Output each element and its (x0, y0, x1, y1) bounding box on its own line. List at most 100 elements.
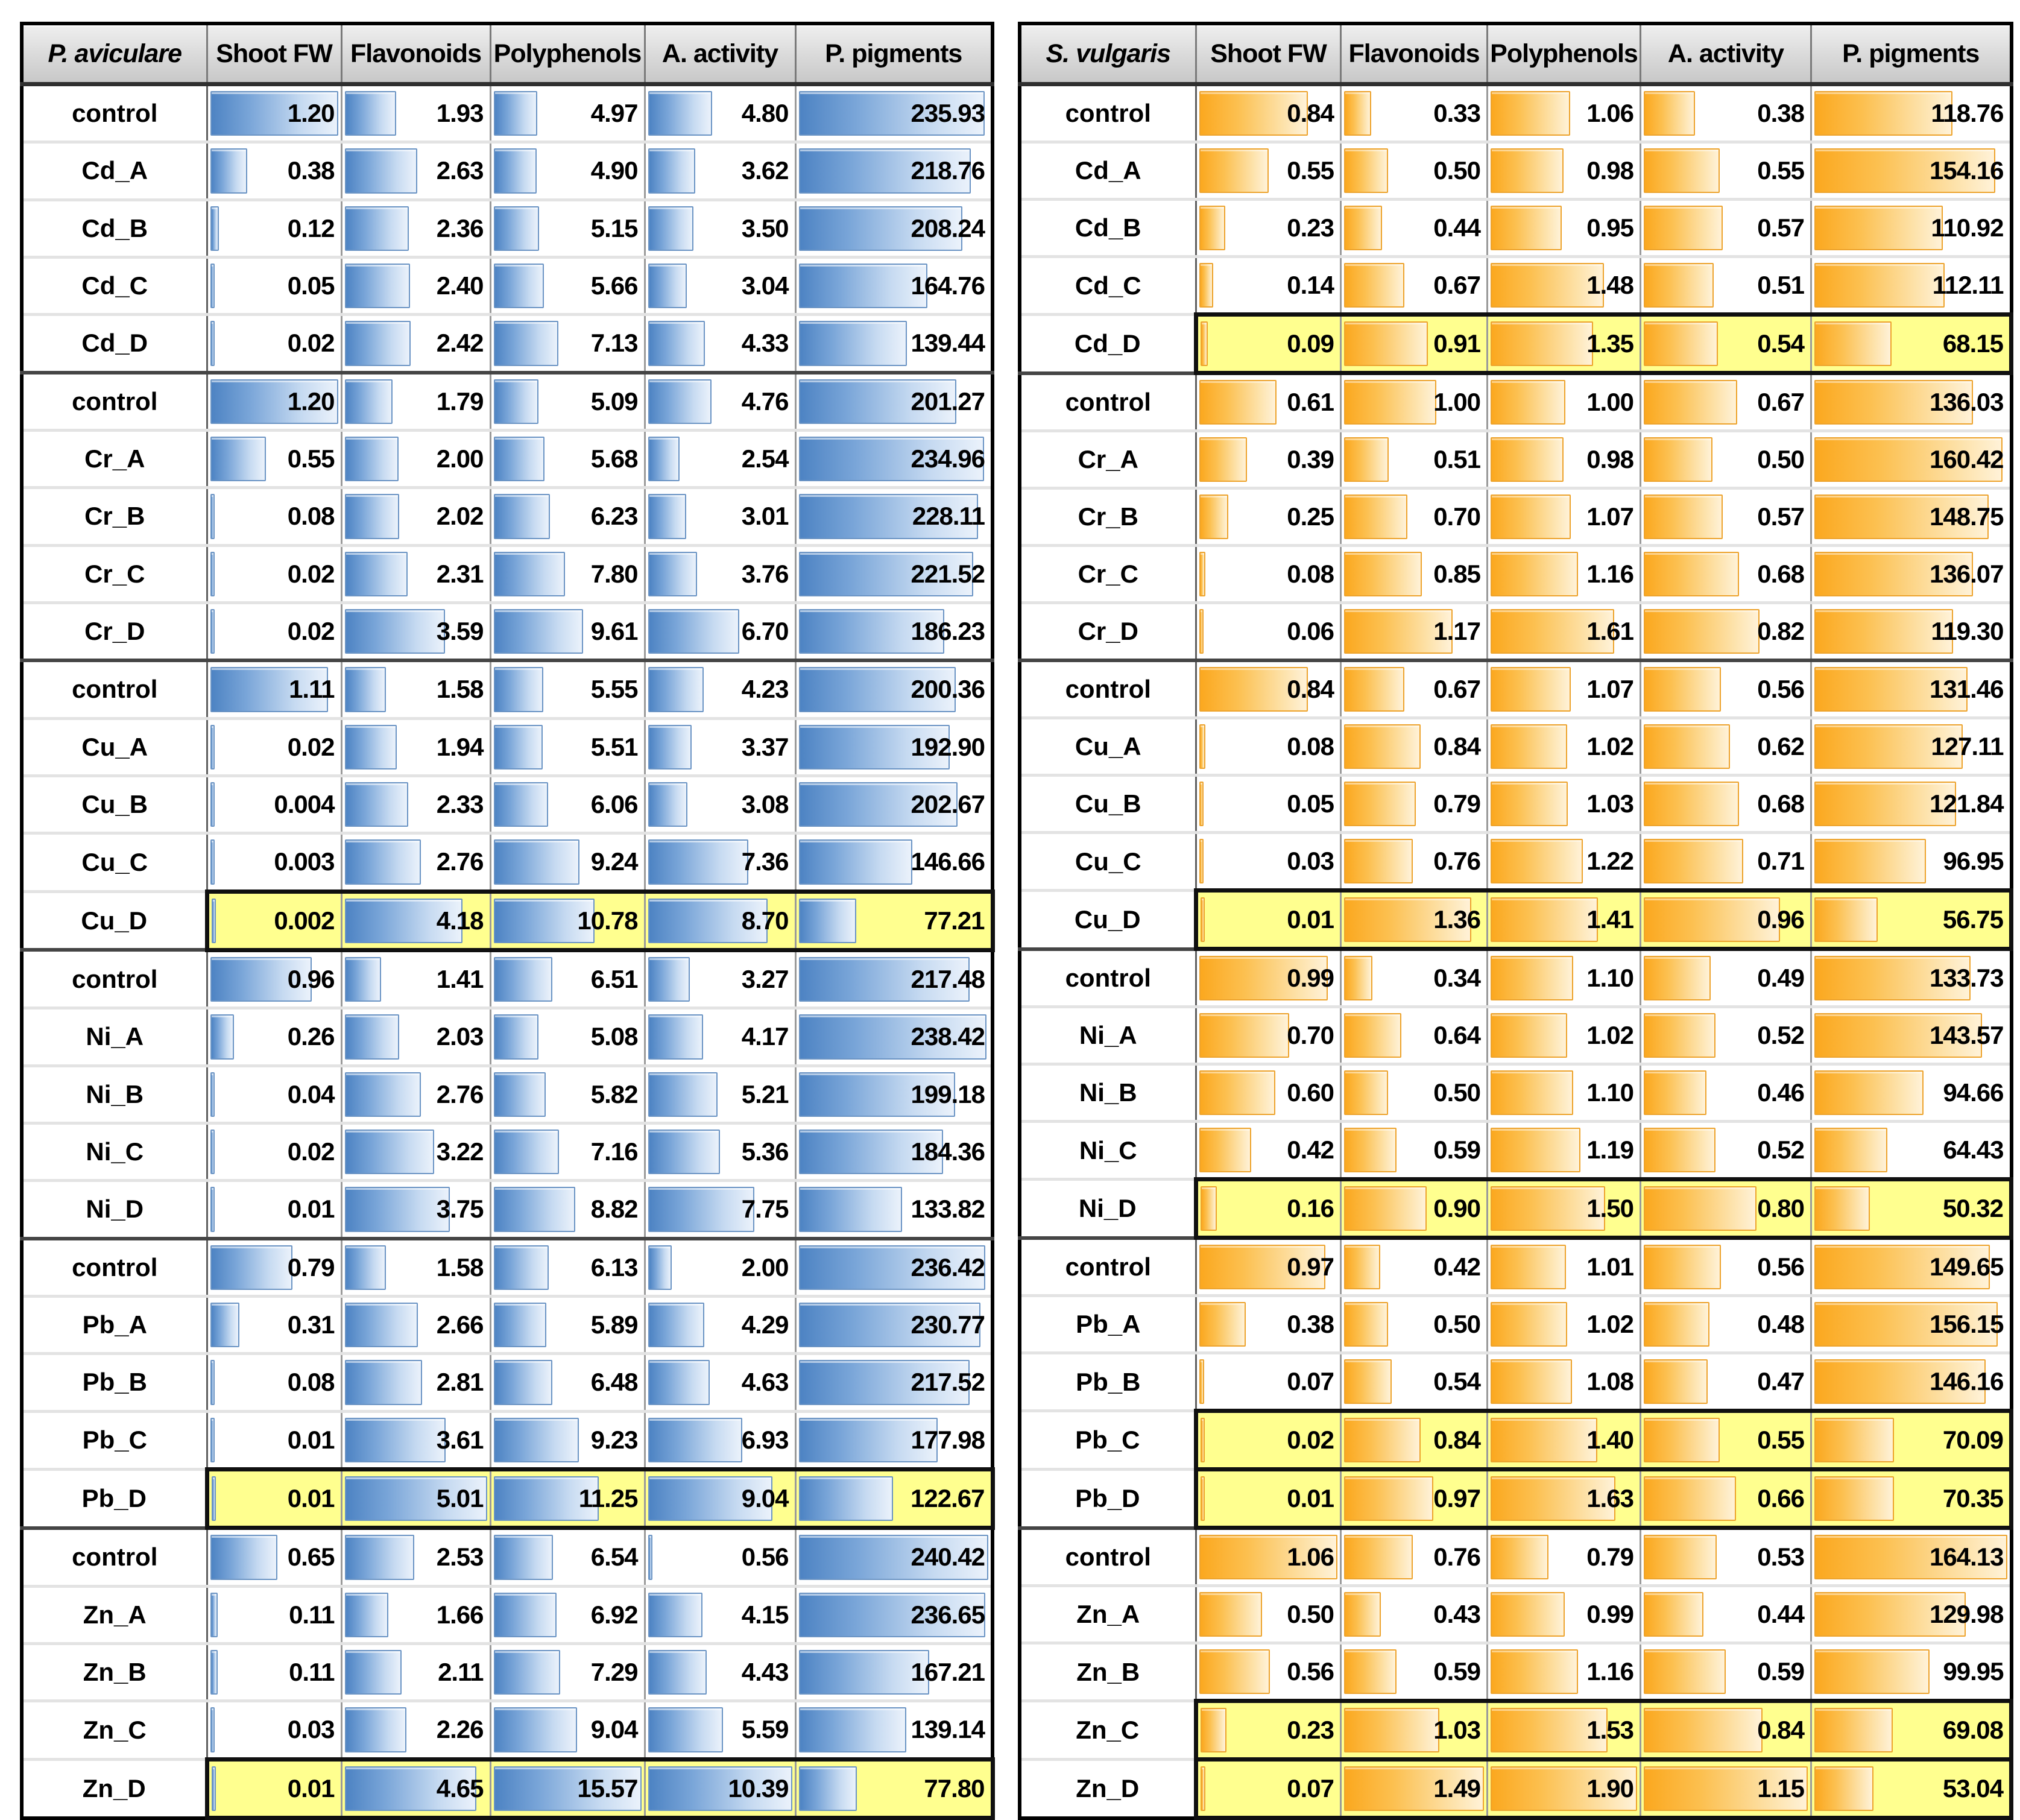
row-label[interactable]: Zn_C (21, 1699, 208, 1761)
data-cell[interactable]: 2.81 (340, 1352, 491, 1413)
data-cell[interactable]: 1.03 (1486, 774, 1641, 834)
data-cell[interactable]: 201.27 (794, 370, 994, 432)
data-cell[interactable]: 1.16 (1486, 1641, 1641, 1702)
data-cell[interactable]: 3.04 (643, 255, 797, 317)
data-cell[interactable]: 0.67 (1640, 371, 1812, 432)
data-cell[interactable]: 0.64 (1340, 1005, 1488, 1066)
data-cell[interactable]: 0.96 (206, 948, 342, 1010)
data-cell[interactable]: 2.00 (340, 428, 491, 490)
row-label[interactable]: Cd_A (1018, 141, 1197, 201)
data-cell[interactable]: 240.42 (794, 1526, 994, 1588)
data-cell[interactable]: 4.17 (643, 1006, 797, 1067)
data-cell[interactable]: 0.07 (1194, 1757, 1342, 1820)
row-label[interactable]: control (1018, 82, 1197, 144)
data-cell[interactable]: 7.80 (489, 543, 646, 604)
data-cell[interactable]: 5.66 (489, 255, 646, 317)
row-label[interactable]: Cr_C (21, 543, 208, 604)
data-cell[interactable]: 53.04 (1810, 1757, 2013, 1820)
data-cell[interactable]: 208.24 (794, 198, 994, 259)
data-cell[interactable]: 5.08 (489, 1006, 646, 1067)
data-cell[interactable]: 164.13 (1810, 1526, 2012, 1587)
data-cell[interactable]: 0.67 (1340, 255, 1488, 316)
data-cell[interactable]: 3.75 (340, 1179, 491, 1240)
data-cell[interactable]: 6.70 (643, 601, 797, 662)
row-label[interactable]: Cu_D (1018, 889, 1197, 950)
data-cell[interactable]: 230.77 (794, 1294, 994, 1356)
data-cell[interactable]: 50.32 (1810, 1177, 2013, 1240)
data-cell[interactable]: 0.01 (1194, 888, 1342, 951)
row-label[interactable]: control (21, 82, 208, 144)
data-cell[interactable]: 7.36 (643, 832, 797, 893)
data-cell[interactable]: 1.07 (1486, 487, 1641, 547)
data-cell[interactable]: 8.82 (489, 1179, 646, 1240)
data-cell[interactable]: 129.98 (1810, 1584, 2012, 1645)
data-cell[interactable]: 0.42 (1340, 1236, 1488, 1297)
data-cell[interactable]: 0.48 (1640, 1294, 1812, 1354)
row-label[interactable]: Ni_C (1018, 1120, 1197, 1181)
data-cell[interactable]: 1.63 (1486, 1467, 1641, 1530)
data-cell[interactable]: 5.01 (340, 1467, 491, 1531)
data-cell[interactable]: 1.20 (206, 82, 342, 144)
data-cell[interactable]: 15.57 (489, 1757, 646, 1820)
data-cell[interactable]: 10.78 (489, 889, 646, 952)
data-cell[interactable]: 77.80 (794, 1757, 995, 1820)
data-cell[interactable]: 6.51 (489, 948, 646, 1010)
data-cell[interactable]: 1.19 (1486, 1120, 1641, 1181)
data-cell[interactable]: 0.56 (1640, 1236, 1812, 1297)
data-cell[interactable]: 0.76 (1340, 831, 1488, 892)
data-cell[interactable]: 0.39 (1195, 429, 1342, 490)
data-cell[interactable]: 228.11 (794, 486, 994, 547)
data-cell[interactable]: 1.00 (1340, 371, 1488, 432)
data-cell[interactable]: 0.53 (1640, 1526, 1812, 1587)
data-cell[interactable]: 70.09 (1810, 1409, 2013, 1471)
data-cell[interactable]: 0.43 (1340, 1584, 1488, 1645)
data-cell[interactable]: 1.36 (1340, 888, 1488, 951)
data-cell[interactable]: 236.42 (794, 1236, 994, 1298)
data-cell[interactable]: 1.58 (340, 1236, 491, 1298)
data-cell[interactable]: 0.38 (206, 141, 342, 201)
data-cell[interactable]: 7.16 (489, 1121, 646, 1183)
data-cell[interactable]: 0.01 (206, 1409, 342, 1471)
data-cell[interactable]: 118.76 (1810, 82, 2012, 144)
data-cell[interactable]: 1.49 (1340, 1757, 1488, 1820)
data-cell[interactable]: 56.75 (1810, 888, 2013, 951)
data-cell[interactable]: 0.06 (1195, 601, 1342, 662)
row-label[interactable]: control (1018, 1236, 1197, 1297)
data-cell[interactable]: 0.65 (206, 1526, 342, 1588)
data-cell[interactable]: 5.09 (489, 370, 646, 432)
row-label[interactable]: Pb_A (1018, 1294, 1197, 1354)
row-label[interactable]: Cr_B (1018, 487, 1197, 547)
data-cell[interactable]: 2.42 (340, 313, 491, 374)
data-cell[interactable]: 0.07 (1195, 1351, 1342, 1412)
data-cell[interactable]: 2.31 (340, 543, 491, 604)
data-cell[interactable]: 1.66 (340, 1584, 491, 1645)
data-cell[interactable]: 0.56 (643, 1526, 797, 1588)
data-cell[interactable]: 0.55 (1195, 141, 1342, 201)
data-cell[interactable]: 0.84 (1195, 659, 1342, 719)
row-label[interactable]: Cr_D (21, 601, 208, 662)
data-cell[interactable]: 136.03 (1810, 371, 2012, 432)
data-cell[interactable]: 184.36 (794, 1121, 994, 1183)
data-cell[interactable]: 2.76 (340, 1064, 491, 1125)
data-cell[interactable]: 1.02 (1486, 716, 1641, 777)
data-cell[interactable]: 154.16 (1810, 141, 2012, 201)
data-cell[interactable]: 160.42 (1810, 429, 2012, 490)
data-cell[interactable]: 0.99 (1486, 1584, 1641, 1645)
data-cell[interactable]: 0.34 (1340, 947, 1488, 1008)
data-cell[interactable]: 1.53 (1486, 1699, 1641, 1762)
data-cell[interactable]: 2.76 (340, 832, 491, 893)
data-cell[interactable]: 6.54 (489, 1526, 646, 1588)
row-label[interactable]: Ni_A (21, 1006, 208, 1067)
data-cell[interactable]: 4.29 (643, 1294, 797, 1356)
row-label[interactable]: control (1018, 659, 1197, 719)
data-cell[interactable]: 2.63 (340, 141, 491, 201)
data-cell[interactable]: 1.35 (1486, 312, 1641, 375)
data-cell[interactable]: 1.20 (206, 370, 342, 432)
data-cell[interactable]: 0.02 (1194, 1409, 1342, 1471)
data-cell[interactable]: 0.70 (1195, 1005, 1342, 1066)
row-label[interactable]: Cd_A (21, 141, 208, 201)
row-label[interactable]: Cu_A (1018, 716, 1197, 777)
data-cell[interactable]: 3.59 (340, 601, 491, 662)
data-cell[interactable]: 99.95 (1810, 1641, 2012, 1702)
data-cell[interactable]: 3.76 (643, 543, 797, 604)
